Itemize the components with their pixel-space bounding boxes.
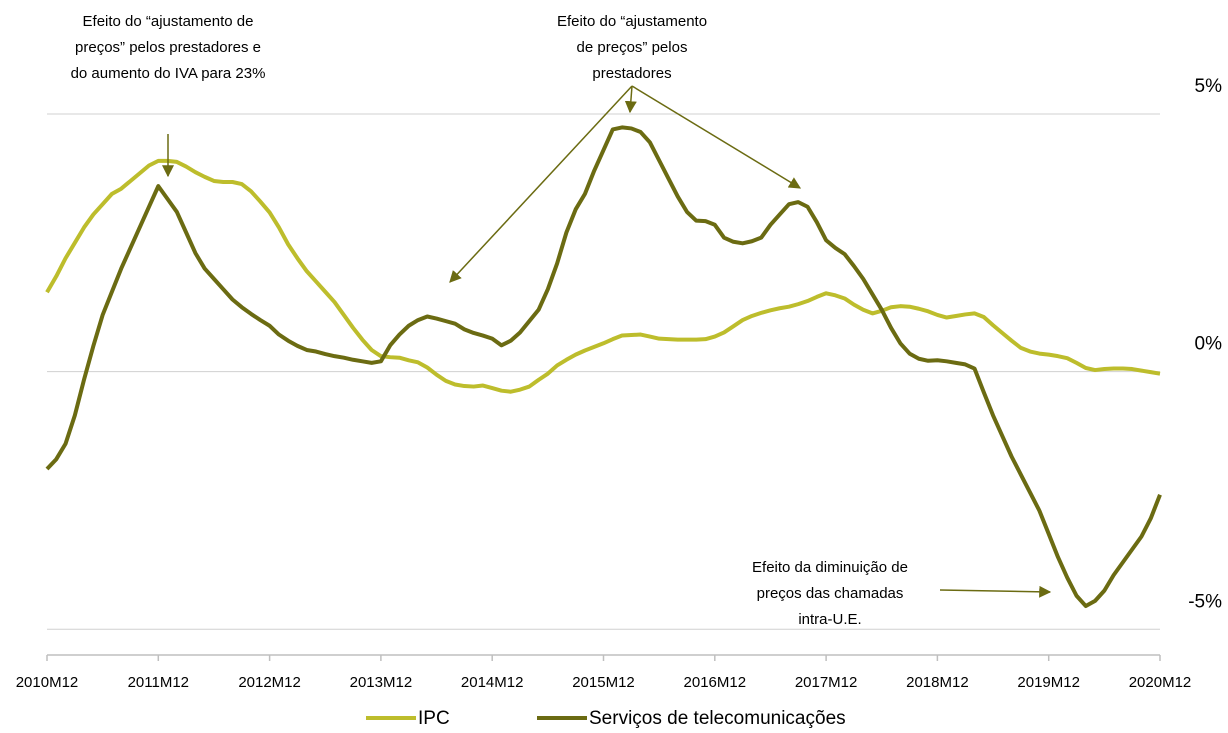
x-tick-label: 2012M12 (238, 674, 301, 691)
x-tick-label: 2015M12 (572, 674, 635, 691)
annotation-text: de preços” pelos (577, 39, 688, 56)
annotation-text: preços” pelos prestadores e (75, 39, 261, 56)
annotation-text: prestadores (592, 65, 671, 82)
annotation-text: preços das chamadas (757, 585, 904, 602)
x-tick-label: 2019M12 (1017, 674, 1080, 691)
arrow (939, 585, 1052, 598)
annotation-text: Efeito do “ajustamento de (83, 13, 254, 30)
arrow (624, 85, 637, 114)
y-tick-label: 0% (1195, 334, 1223, 355)
annotation-2: Efeito do “ajustamento de preços” pelos … (449, 13, 802, 283)
arrow (449, 85, 633, 283)
series-line (45, 158, 1161, 394)
x-tick-label: 2013M12 (350, 674, 413, 691)
annotation-1: Efeito do “ajustamento de preços” pelos … (71, 13, 266, 178)
annotation-text: do aumento do IVA para 23% (71, 65, 266, 82)
arrow (631, 85, 802, 189)
x-tick-label: 2011M12 (128, 674, 189, 691)
legend-label: Serviços de telecomunicações (589, 708, 846, 729)
x-tick-label: 2016M12 (684, 674, 747, 691)
x-tick-label: 2014M12 (461, 674, 524, 691)
y-tick-label: 5% (1195, 76, 1223, 97)
annotation-text: Efeito da diminuição de (752, 559, 908, 576)
series-line (45, 125, 1162, 609)
annotation-3: Efeito da diminuição de preços das chama… (752, 559, 1052, 628)
legend-label: IPC (418, 708, 450, 729)
annotation-text: intra-U.E. (798, 611, 861, 628)
x-tick-label: 2020M12 (1129, 674, 1192, 691)
x-tick-label: 2010M12 (16, 674, 79, 691)
annotation-text: Efeito do “ajustamento (557, 13, 707, 30)
x-tick-label: 2017M12 (795, 674, 858, 691)
x-tick-label: 2018M12 (906, 674, 969, 691)
y-tick-label: -5% (1188, 591, 1222, 612)
